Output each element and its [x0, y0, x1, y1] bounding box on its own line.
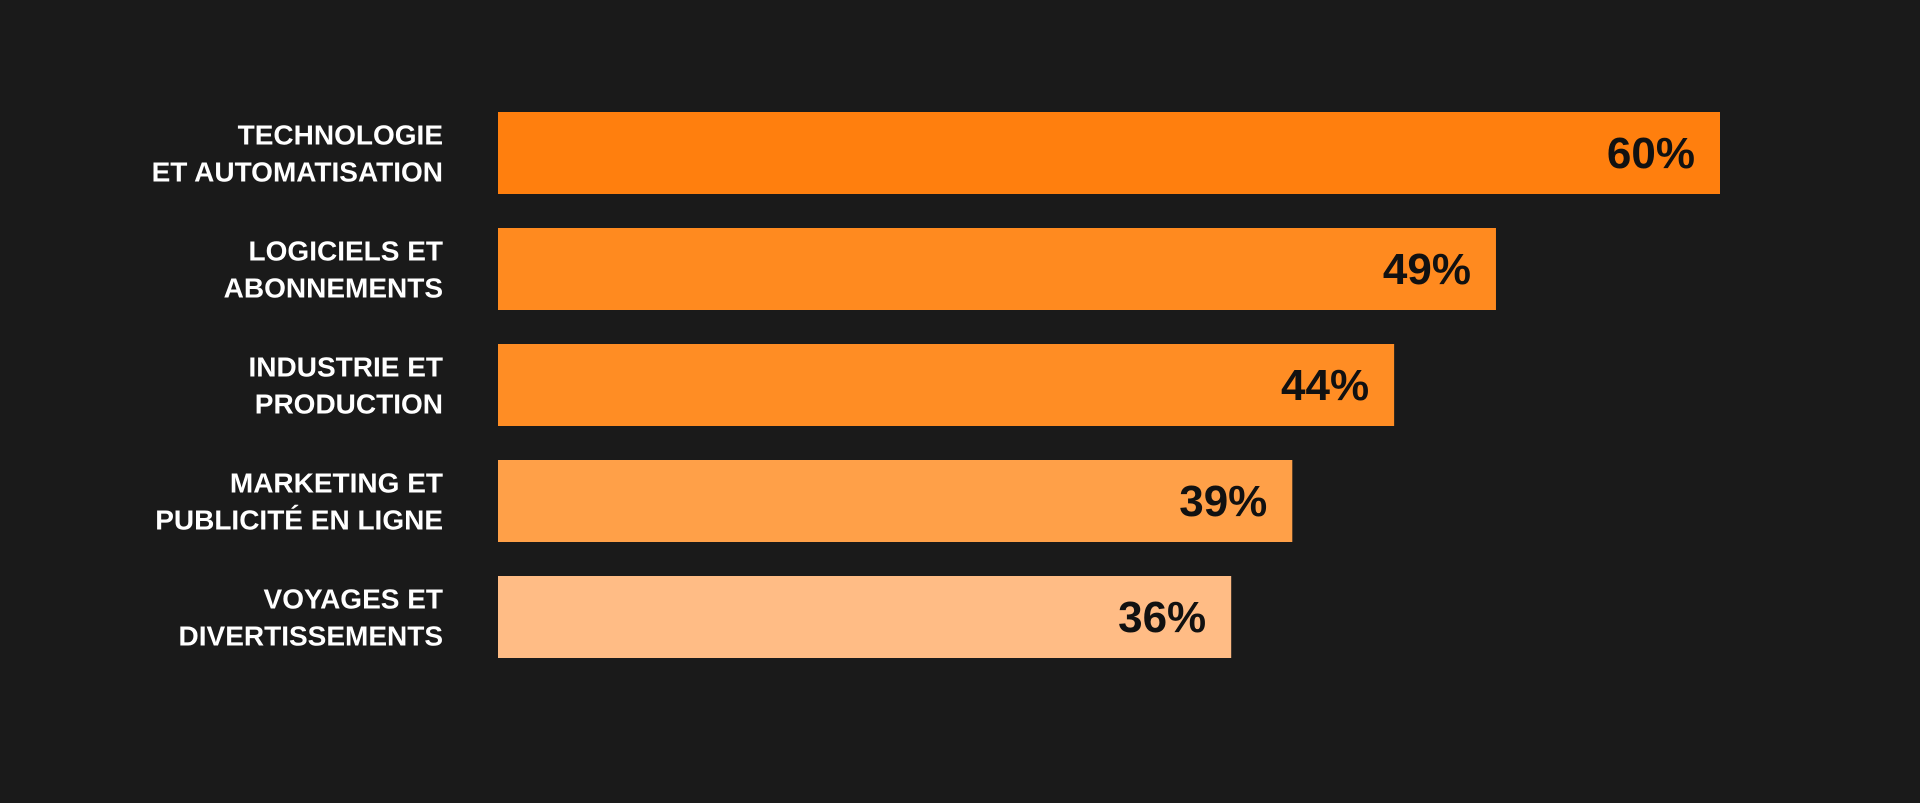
category-label-2-line-0: INDUSTRIE ET — [249, 352, 443, 383]
bar-value-label-1: 49% — [1383, 245, 1471, 294]
bar-2 — [498, 344, 1395, 426]
bar-0 — [498, 112, 1720, 194]
category-label-2-line-1: PRODUCTION — [255, 389, 443, 420]
bar-value-label-3: 39% — [1179, 477, 1267, 526]
category-label-3-line-1: PUBLICITÉ EN LIGNE — [155, 505, 443, 536]
category-label-1-line-0: LOGICIELS ET — [249, 236, 443, 267]
category-label-1-line-1: ABONNEMENTS — [224, 273, 443, 304]
category-label-4-line-0: VOYAGES ET — [264, 584, 443, 615]
bar-value-label-2: 44% — [1281, 361, 1369, 410]
category-label-3-line-0: MARKETING ET — [230, 468, 443, 499]
category-label-0-line-1: ET AUTOMATISATION — [152, 157, 443, 188]
bar-3 — [498, 460, 1293, 542]
category-label-0-line-0: TECHNOLOGIE — [238, 120, 443, 151]
bar-value-label-0: 60% — [1607, 129, 1695, 178]
category-label-4-line-1: DIVERTISSEMENTS — [179, 621, 443, 652]
bar-value-label-4: 36% — [1118, 593, 1206, 642]
bar-1 — [498, 228, 1496, 310]
bar-4 — [498, 576, 1232, 658]
